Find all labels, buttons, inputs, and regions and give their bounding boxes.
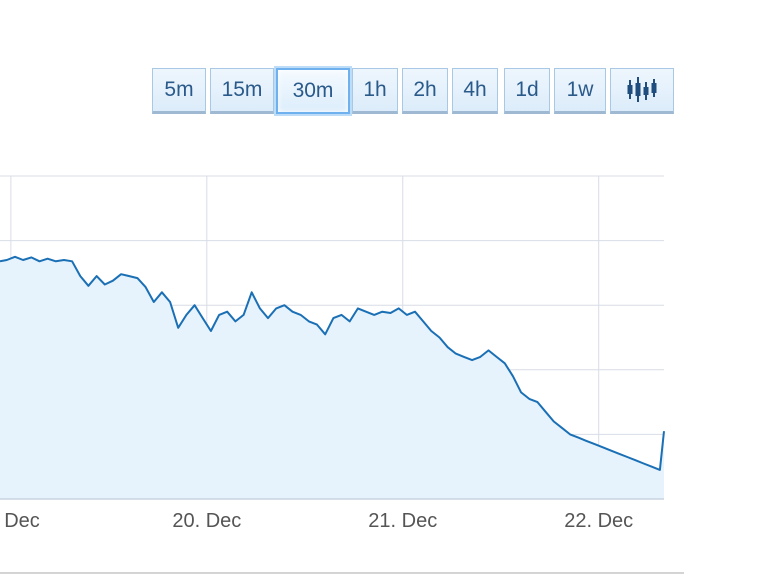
range-selector-toolbar: 5m 15m 30m 1h 2h 4h 1d 1w [0,0,770,130]
range-button-label: 1d [515,78,539,101]
range-button-label: 4h [463,78,487,101]
series-area [0,256,664,499]
x-tick-label: 9. Dec [0,510,40,532]
range-button-label: 2h [413,78,437,101]
x-tick-label: 20. Dec [172,510,241,532]
range-button-1h[interactable]: 1h [352,68,398,114]
price-chart: 9. Dec 20. Dec 21. Dec 22. Dec [0,175,665,532]
range-button-label: 1w [566,78,594,101]
x-axis-ticks: 9. Dec 20. Dec 21. Dec 22. Dec [0,510,633,532]
x-tick-label: 22. Dec [564,510,633,532]
x-tick-label: 21. Dec [368,510,437,532]
series-line[interactable] [0,255,665,471]
range-button-label: 5m [164,78,194,101]
range-button-label: 1h [363,78,387,101]
range-button-label: 30m [292,79,334,102]
chart-type-button[interactable] [610,68,674,114]
range-button-4h[interactable]: 4h [452,68,498,114]
range-button-5m[interactable]: 5m [152,68,206,114]
range-button-2h[interactable]: 2h [402,68,448,114]
range-button-15m[interactable]: 15m [210,68,274,114]
range-button-1w[interactable]: 1w [554,68,606,114]
bottom-divider [0,572,684,574]
range-button-30m[interactable]: 30m [276,68,350,114]
range-button-label: 15m [221,78,263,101]
range-button-1d[interactable]: 1d [504,68,550,114]
candlestick-icon [627,77,657,102]
